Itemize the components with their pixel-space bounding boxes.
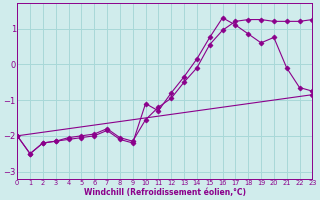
X-axis label: Windchill (Refroidissement éolien,°C): Windchill (Refroidissement éolien,°C) <box>84 188 246 197</box>
